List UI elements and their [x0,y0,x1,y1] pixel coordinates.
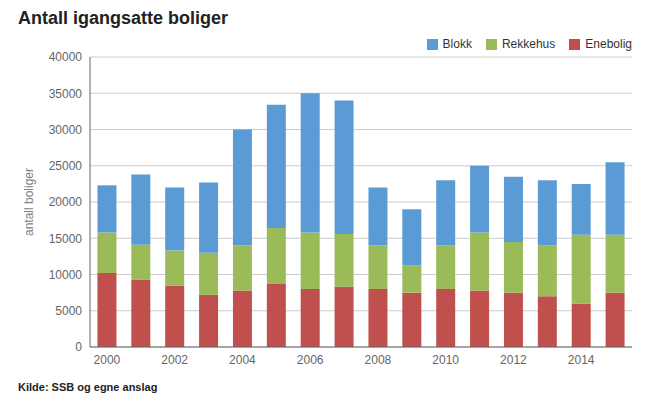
html-text:Enebolig: Enebolig [585,37,632,51]
html-text:Blokk: Blokk [442,37,472,51]
svg-text:2014: 2014 [568,353,595,367]
svg-text:10000: 10000 [49,268,83,282]
svg-text:30000: 30000 [49,123,83,137]
html-text:Rekkehus: Rekkehus [501,37,556,51]
svg-text:2006: 2006 [297,353,324,367]
svg-text:15000: 15000 [49,232,83,246]
svg-text:2012: 2012 [500,353,527,367]
svg-text:35000: 35000 [49,87,83,101]
html-text:Antall igangsatte boliger: Antall igangsatte boliger [18,8,228,28]
svg-text:2004: 2004 [229,353,256,367]
svg-text:2008: 2008 [365,353,392,367]
svg-text:2010: 2010 [432,353,459,367]
svg-text:2002: 2002 [161,353,188,367]
svg-text:25000: 25000 [49,159,83,173]
svg-text:5000: 5000 [55,304,82,318]
svg-text:antall boliger: antall boliger [22,168,36,236]
svg-text:0: 0 [75,340,82,354]
svg-text:2000: 2000 [94,353,121,367]
svg-text:40000: 40000 [49,50,83,64]
html-text:Kilde: SSB og egne anslag: Kilde: SSB og egne anslag [18,381,158,393]
svg-text:20000: 20000 [49,195,83,209]
